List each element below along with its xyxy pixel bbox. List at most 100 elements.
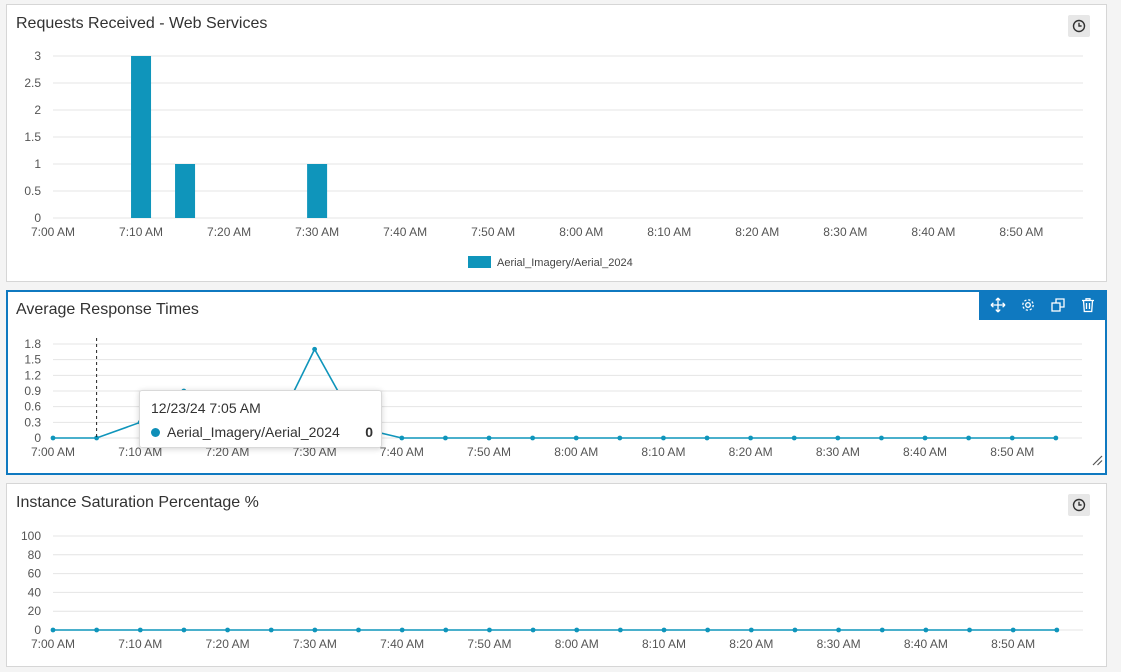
- bar: [175, 164, 196, 218]
- x-tick-label: 8:10 AM: [647, 225, 691, 239]
- legend-label: Aerial_Imagery/Aerial_2024: [497, 257, 633, 269]
- panel-title: Instance Saturation Percentage %: [16, 494, 259, 511]
- data-point: [356, 627, 361, 633]
- data-point: [137, 627, 143, 633]
- x-tick-label: 7:50 AM: [467, 445, 511, 459]
- y-tick-label: 1.2: [24, 368, 41, 382]
- data-point: [574, 627, 580, 633]
- y-tick-label: 0.5: [24, 184, 41, 198]
- data-point: [486, 435, 492, 441]
- x-tick-label: 8:40 AM: [903, 445, 947, 459]
- x-tick-label: 7:20 AM: [205, 445, 249, 459]
- x-tick-label: 7:00 AM: [31, 225, 75, 239]
- y-tick-label: 20: [28, 604, 42, 618]
- x-tick-label: 7:20 AM: [206, 637, 250, 651]
- data-point: [1054, 627, 1060, 633]
- data-point: [181, 627, 187, 633]
- data-point: [268, 627, 274, 633]
- expand-button[interactable]: [1047, 294, 1069, 316]
- saturation-panel: Instance Saturation Percentage % 100 80 60…: [6, 483, 1107, 667]
- x-tick-label: 8:50 AM: [991, 637, 1035, 651]
- expand-icon: [1051, 298, 1065, 312]
- delete-button[interactable]: [1077, 294, 1099, 316]
- data-point: [967, 627, 972, 633]
- settings-button[interactable]: [1017, 294, 1039, 316]
- requests-chart: 3 2.5 2 1.5 1 0.5 07:00 AM 7:10 AM 7:20 AM 7:30 A…: [24, 49, 1083, 269]
- x-tick-label: 7:30 AM: [293, 637, 337, 651]
- panel-title: Average Response Times: [16, 301, 199, 318]
- x-tick-label: 7:10 AM: [118, 445, 162, 459]
- y-tick-label: 0.3: [24, 415, 41, 429]
- y-tick-label: 1.8: [24, 337, 41, 351]
- gear-icon: [1022, 299, 1034, 311]
- y-tick-label: 1: [34, 157, 41, 171]
- x-tick-label: 8:50 AM: [999, 225, 1043, 239]
- tooltip-value: 0: [365, 424, 373, 440]
- bar: [131, 56, 152, 218]
- data-point: [399, 627, 405, 633]
- data-point: [748, 627, 754, 633]
- series-dot: [151, 427, 160, 437]
- data-point: [835, 435, 841, 441]
- data-point: [1053, 435, 1059, 441]
- x-tick-label: 8:40 AM: [911, 225, 955, 239]
- history-button[interactable]: [1068, 494, 1090, 516]
- x-tick-label: 8:10 AM: [641, 445, 685, 459]
- data-point: [530, 627, 536, 633]
- history-button[interactable]: [1068, 15, 1090, 37]
- x-tick-label: 7:50 AM: [467, 637, 511, 651]
- move-icon: [990, 297, 1006, 313]
- x-tick-label: 8:00 AM: [555, 637, 599, 651]
- x-tick-label: 8:20 AM: [729, 445, 773, 459]
- data-point: [399, 435, 405, 441]
- x-tick-label: 8:20 AM: [729, 637, 773, 651]
- data-point: [661, 435, 666, 441]
- panel-title: Requests Received - Web Services: [16, 15, 268, 32]
- x-tick-label: 8:00 AM: [559, 225, 603, 239]
- x-tick-label: 7:30 AM: [293, 445, 337, 459]
- y-tick-label: 0: [34, 431, 41, 445]
- data-point: [705, 627, 711, 633]
- chart-tooltip: 12/23/24 7:05 AM Aerial_Imagery/Aerial_2…: [139, 390, 382, 448]
- data-point: [94, 627, 100, 633]
- data-point: [922, 435, 928, 441]
- widget-toolbar: [979, 290, 1107, 320]
- x-tick-label: 7:50 AM: [471, 225, 515, 239]
- saturation-chart: 100 80 60 40 20 07:00 AM 7:10 AM 7:20 AM 7:30 AM…: [21, 529, 1083, 651]
- data-point: [836, 627, 841, 633]
- tooltip-series: Aerial_Imagery/Aerial_2024: [167, 424, 340, 440]
- data-point: [312, 627, 318, 633]
- x-tick-label: 8:10 AM: [642, 637, 686, 651]
- x-tick-label: 7:40 AM: [380, 637, 424, 651]
- data-point: [1010, 627, 1016, 633]
- resize-icon: [1092, 455, 1103, 466]
- x-tick-label: 7:10 AM: [119, 225, 163, 239]
- y-tick-label: 3: [34, 49, 41, 63]
- data-point: [661, 627, 667, 633]
- bar: [307, 164, 328, 218]
- resize-handle[interactable]: [1091, 453, 1103, 471]
- x-tick-label: 7:00 AM: [31, 445, 75, 459]
- x-tick-label: 8:00 AM: [554, 445, 598, 459]
- y-tick-label: 2.5: [24, 76, 41, 90]
- data-point: [879, 435, 884, 441]
- y-tick-label: 40: [28, 585, 42, 599]
- move-button[interactable]: [987, 294, 1009, 316]
- tooltip-date: 12/23/24 7:05 AM: [151, 400, 261, 416]
- x-tick-label: 8:20 AM: [735, 225, 779, 239]
- data-point: [879, 627, 885, 633]
- y-tick-label: 100: [21, 529, 41, 543]
- y-tick-label: 80: [28, 548, 42, 562]
- y-tick-label: 0.9: [24, 384, 41, 398]
- y-tick-label: 0: [34, 211, 41, 225]
- data-point: [791, 435, 797, 441]
- y-tick-label: 0.6: [24, 400, 41, 414]
- x-tick-label: 8:30 AM: [823, 225, 867, 239]
- data-point: [443, 435, 448, 441]
- x-tick-label: 7:30 AM: [295, 225, 339, 239]
- data-point: [487, 627, 492, 633]
- x-tick-label: 7:40 AM: [380, 445, 424, 459]
- y-tick-label: 1.5: [24, 130, 41, 144]
- data-point: [1009, 435, 1015, 441]
- y-tick-label: 0: [34, 623, 41, 637]
